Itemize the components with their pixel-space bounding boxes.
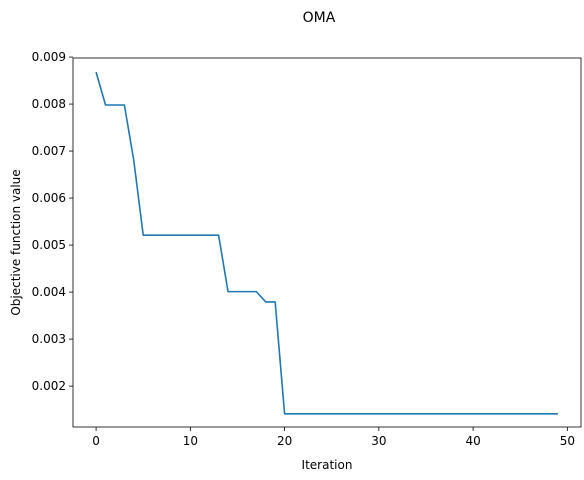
x-axis-ticks: 0 10 20 30 40 50	[92, 427, 575, 448]
x-tick-label: 20	[277, 434, 292, 448]
y-tick-label: 0.003	[32, 332, 66, 346]
x-tick-label: 30	[371, 434, 386, 448]
y-axis-ticks: 0.002 0.003 0.004 0.005 0.006 0.007 0.008 0.009	[32, 50, 73, 393]
y-tick-label: 0.008	[32, 97, 66, 111]
y-tick-label: 0.004	[32, 285, 66, 299]
series-line	[95, 71, 558, 415]
chart-title: OMA	[303, 10, 336, 26]
x-tick-label: 50	[560, 434, 575, 448]
x-tick-label: 0	[92, 434, 100, 448]
y-tick-label: 0.009	[32, 50, 66, 64]
y-axis-title: Objective function value	[9, 169, 23, 315]
y-tick-label: 0.007	[32, 144, 66, 158]
x-tick-label: 10	[183, 434, 198, 448]
y-tick-label: 0.002	[32, 379, 66, 393]
x-axis-title: Iteration	[302, 458, 353, 472]
x-tick-label: 40	[465, 434, 480, 448]
plot-area-frame	[72, 57, 582, 428]
y-tick-label: 0.006	[32, 191, 66, 205]
y-tick-label: 0.005	[32, 238, 66, 252]
